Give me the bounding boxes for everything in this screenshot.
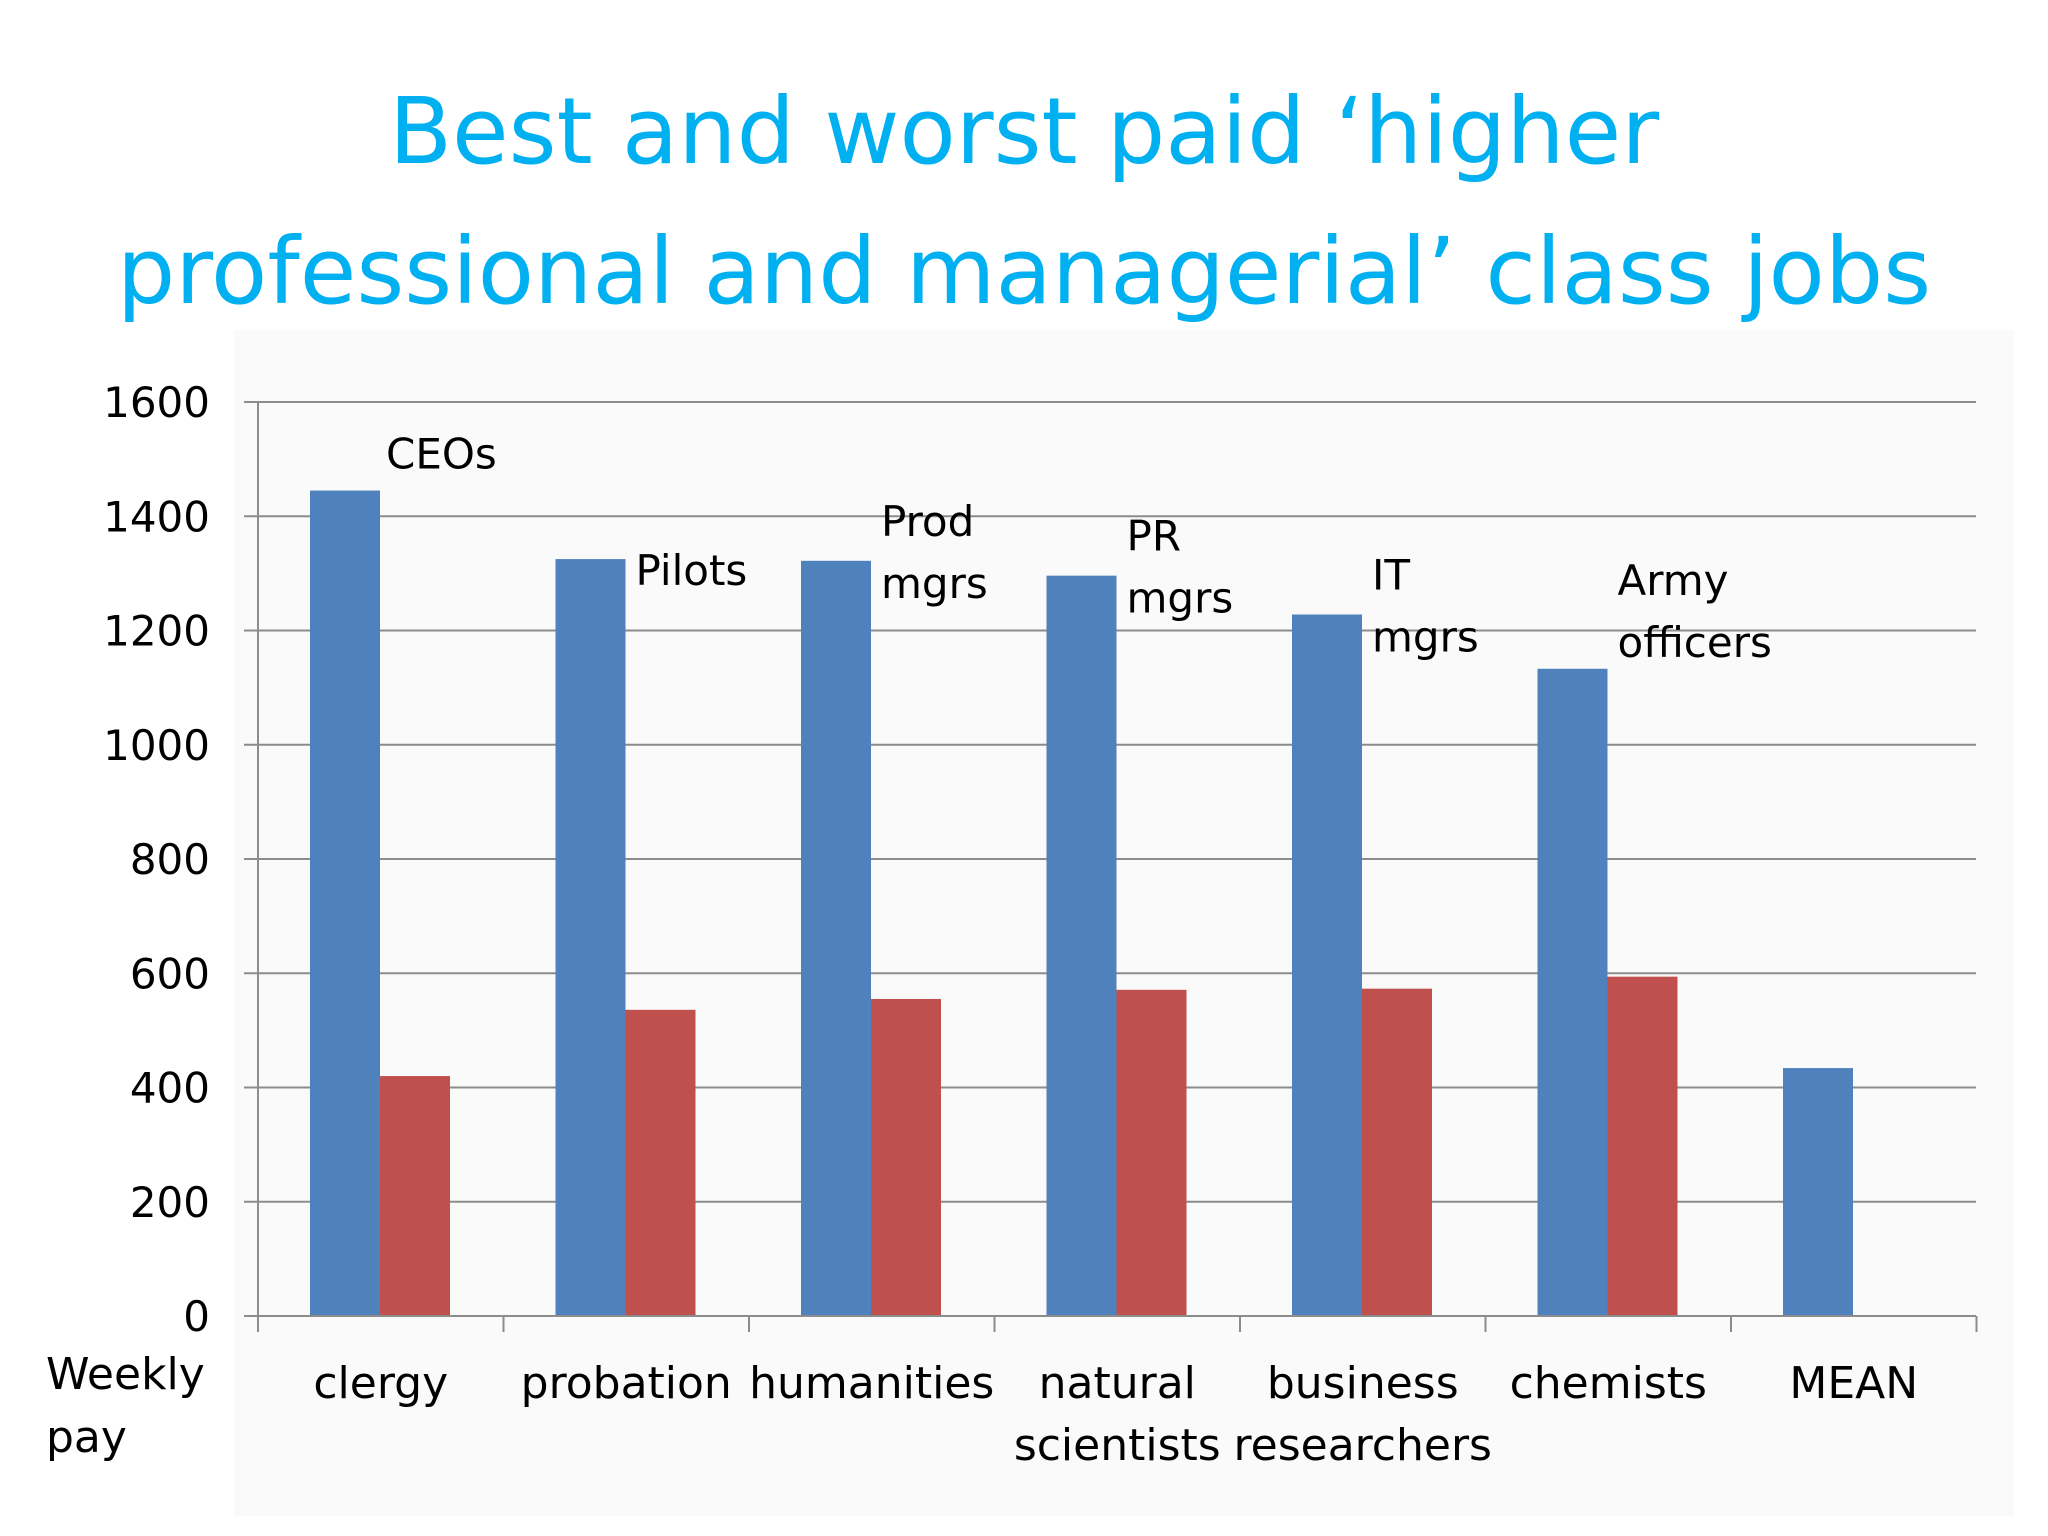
x-axis — [257, 402, 1978, 1332]
slide-title: Best and worst paid ‘higher professional… — [0, 62, 2048, 342]
y-tick-label-600: 600 — [130, 949, 210, 998]
x-tick-label-3-0: natural — [1039, 1358, 1196, 1409]
x-tick-label-2-0: humanities — [749, 1358, 994, 1409]
y-tick-label-1000: 1000 — [103, 721, 210, 770]
annotation-2-0: Prod — [881, 497, 974, 546]
annotation-4-0: IT — [1372, 551, 1410, 600]
bar-series2-5 — [1607, 976, 1678, 1316]
bar-series1-2 — [801, 560, 871, 1316]
annotation-5-1: officers — [1618, 618, 1772, 667]
bar-series2-1 — [625, 1009, 696, 1316]
bar-series2-3 — [1116, 989, 1187, 1316]
bar-series2-0 — [380, 1076, 450, 1316]
bar-series1-6 — [1783, 1068, 1853, 1316]
annotation-2-1: mgrs — [881, 559, 988, 608]
x-axis-tick-labels: clergy probation humanities natural scientis… — [313, 1358, 1918, 1471]
x-tick-label-5-0: chemists — [1510, 1358, 1707, 1409]
x-tick-label-1-0: probation — [521, 1358, 732, 1409]
y-axis-tick-labels: 0 200 400 600 800 1000 1200 1400 1600 — [103, 378, 210, 1341]
y-axis-label-line-1: Weekly — [46, 1349, 205, 1400]
y-axis-label-line-2: pay — [46, 1412, 127, 1463]
bar-series2-2 — [871, 998, 941, 1316]
bar-series1-3 — [1046, 575, 1117, 1316]
y-tick-label-200: 200 — [130, 1178, 210, 1227]
bar-series2-4 — [1362, 988, 1432, 1316]
title-line-1: Best and worst paid ‘higher — [388, 78, 1660, 185]
annotation-0-0: CEOs — [386, 430, 497, 479]
bar-series1-5 — [1537, 668, 1608, 1316]
bars — [310, 490, 1853, 1316]
bar-annotations: CEOs Pilots Prod mgrs PR mgrs IT mgrs Army office… — [386, 430, 1772, 667]
x-tick-label-3-1: scientists — [1014, 1420, 1221, 1471]
plot-area-background — [234, 330, 2014, 1516]
x-tick-label-6-0: MEAN — [1789, 1358, 1918, 1409]
y-tick-label-1400: 1400 — [103, 492, 210, 541]
bar-series1-4 — [1292, 614, 1362, 1316]
x-tick-label-4-0: business — [1267, 1358, 1459, 1409]
bar-series1-1 — [555, 559, 626, 1316]
y-tick-label-1200: 1200 — [103, 607, 210, 656]
y-tick-label-400: 400 — [130, 1064, 210, 1113]
y-tick-label-800: 800 — [130, 835, 210, 884]
title-line-2: professional and managerial’ class jobs — [116, 218, 1932, 325]
y-tick-label-0: 0 — [183, 1292, 210, 1341]
annotation-4-1: mgrs — [1372, 613, 1479, 662]
x-tick-label-0-0: clergy — [313, 1358, 448, 1409]
annotation-3-0: PR — [1127, 512, 1182, 561]
bar-series1-0 — [310, 490, 380, 1316]
annotation-3-1: mgrs — [1127, 574, 1234, 623]
y-tick-label-1600: 1600 — [103, 378, 210, 427]
annotation-5-0: Army — [1618, 556, 1729, 605]
annotation-1-0: Pilots — [636, 546, 748, 595]
x-tick-label-4-1: researchers — [1234, 1420, 1492, 1471]
